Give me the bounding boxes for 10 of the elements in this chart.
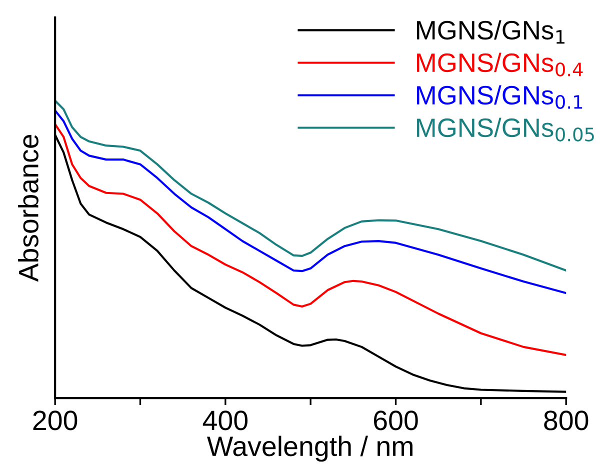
x-axis-title: Wavelength / nm <box>207 436 412 462</box>
y-axis-title: Absorbance <box>18 134 38 282</box>
legend-label: MGNS/GNs$_{0.1}$ <box>417 85 582 109</box>
x-tick-label: 400 <box>202 410 248 430</box>
legend-label: MGNS/GNs$_{0.4}$ <box>417 52 583 76</box>
x-tick-label: 800 <box>544 410 588 430</box>
x-tick-label: 600 <box>374 410 418 430</box>
legend-label: MGNS/GNs$_{1}$ <box>417 20 564 44</box>
legend-label: MGNS/GNs$_{0.05}$ <box>417 118 594 142</box>
x-tick-label: 200 <box>33 410 78 430</box>
